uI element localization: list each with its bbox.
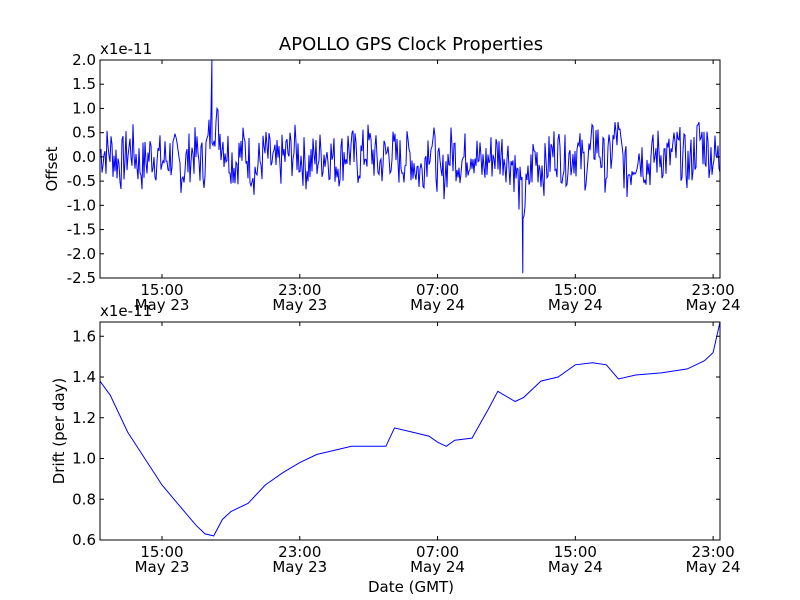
- axes-frame: [99, 59, 721, 279]
- x-tick-time-label: 23:00: [278, 281, 321, 299]
- x-tick-time-label: 23:00: [278, 543, 321, 561]
- x-tick-date-label: May 24: [410, 558, 465, 576]
- y-tick-label: 0.0: [72, 148, 96, 166]
- x-axis-label: Date (GMT): [368, 578, 454, 596]
- x-tick-date-label: May 23: [135, 296, 190, 314]
- y-tick-label: -2.0: [67, 245, 96, 263]
- x-tick-time-label: 15:00: [554, 281, 597, 299]
- x-tick-time-label: 23:00: [691, 281, 734, 299]
- y-tick-label: 0.5: [72, 124, 96, 142]
- y-tick-label: 2.0: [72, 51, 96, 69]
- x-tick-time-label: 15:00: [554, 543, 597, 561]
- y-tick-label: 1.4: [72, 368, 96, 386]
- offset-panel: 2.0 1.5 1.0 0.5 0.0 -0.5 -1.0 -1.5 -2.0 -2.5 15:00…: [43, 40, 741, 314]
- y-tick-label: 1.2: [72, 409, 96, 427]
- x-tick-date-label: May 23: [272, 296, 327, 314]
- y-axis-label: Drift (per day): [50, 378, 68, 485]
- y-tick-label: 1.6: [72, 327, 96, 345]
- y-tick-label: 1.0: [72, 450, 96, 468]
- y-axis-label: Offset: [43, 146, 61, 191]
- y-tick-label: -1.5: [67, 221, 96, 239]
- x-tick-time-label: 15:00: [140, 543, 183, 561]
- x-tick-time-label: 23:00: [691, 543, 734, 561]
- x-tick-date-label: May 23: [272, 558, 327, 576]
- y-tick-label: -0.5: [67, 172, 96, 190]
- y-tick-label: 0.8: [72, 490, 96, 508]
- y-tick-label: -2.5: [67, 269, 96, 287]
- axes-frame: [99, 321, 721, 541]
- x-tick-date-label: May 24: [548, 296, 603, 314]
- x-tick-date-label: May 24: [548, 558, 603, 576]
- y-scale-label: x1e-11: [100, 40, 152, 58]
- chart-title: APOLLO GPS Clock Properties: [279, 34, 543, 55]
- x-tick-date-label: May 24: [686, 558, 741, 576]
- x-tick-date-label: May 24: [686, 296, 741, 314]
- x-tick-time-label: 07:00: [416, 543, 459, 561]
- y-tick-label: 0.6: [72, 531, 96, 549]
- x-tick-date-label: May 23: [135, 558, 190, 576]
- y-tick-label: 1.0: [72, 99, 96, 117]
- drift-series-line: [99, 321, 721, 537]
- y-scale-label: x1e-11: [100, 302, 152, 320]
- offset-series-line: [99, 59, 721, 274]
- x-tick-date-label: May 24: [410, 296, 465, 314]
- x-tick-time-label: 07:00: [416, 281, 459, 299]
- y-tick-label: -1.0: [67, 196, 96, 214]
- x-tick-time-label: 15:00: [140, 281, 183, 299]
- y-tick-label: 1.5: [72, 75, 96, 93]
